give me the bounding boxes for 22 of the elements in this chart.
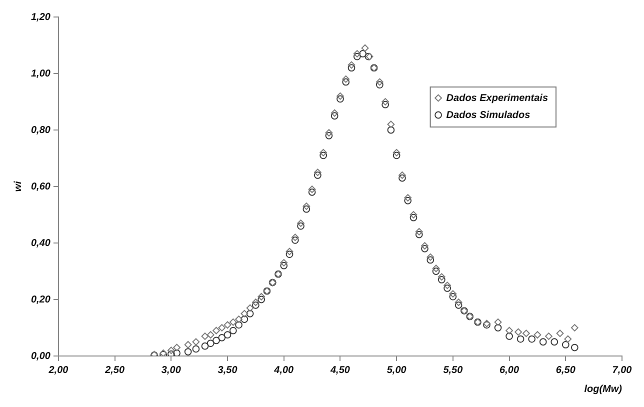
y-tick-label: 1,20: [30, 12, 51, 23]
y-tick-label: 0,80: [30, 124, 51, 136]
x-tick-label: 2,50: [104, 364, 125, 376]
legend-label: Dados Experimentais: [446, 92, 548, 104]
x-tick-label: 3,50: [218, 364, 238, 376]
x-tick-label: 7,00: [612, 364, 632, 376]
x-tick-label: 6,00: [500, 364, 520, 376]
y-tick-label: 1,00: [30, 68, 51, 80]
x-tick-label: 5,50: [443, 364, 464, 376]
x-tick-label: 6,50: [556, 364, 576, 376]
y-tick-label: 0,40: [30, 238, 51, 249]
x-tick-label: 4,50: [329, 364, 350, 376]
x-axis-title: log(Mw): [584, 384, 623, 395]
x-tick-label: 2,00: [48, 364, 69, 376]
x-tick-label: 3,00: [161, 364, 182, 376]
x-tick-label: 4,00: [273, 364, 294, 376]
y-tick-label: 0,60: [30, 181, 51, 192]
legend-label: Dados Simulados: [446, 110, 531, 121]
y-tick-label: 0,20: [30, 294, 51, 306]
x-tick-label: 5,00: [386, 364, 407, 376]
y-axis-title: wi: [12, 181, 24, 192]
y-tick-label: 0,00: [30, 350, 51, 362]
